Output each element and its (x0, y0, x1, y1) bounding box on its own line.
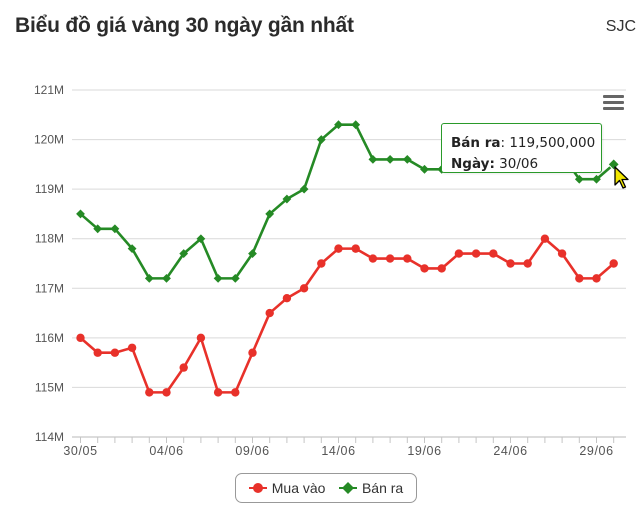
data-point-sell (351, 120, 361, 130)
data-point-sell (299, 184, 309, 194)
data-point-buy (282, 294, 292, 303)
data-point-buy (403, 254, 412, 263)
data-point-buy (127, 343, 137, 352)
data-point-buy (557, 249, 567, 258)
legend-swatch-sell (338, 482, 357, 494)
data-point-buy (523, 259, 532, 268)
x-tick-label: 14/06 (321, 444, 355, 458)
data-tooltip: Bán ra: 119,500,000 Ngày: 30/06 (441, 123, 602, 173)
data-point-sell (574, 174, 584, 184)
grid-lines (72, 89, 626, 388)
x-tick-label: 09/06 (235, 444, 269, 458)
data-point-sell (213, 273, 223, 283)
data-point-sell (248, 249, 257, 258)
x-tick-label: 24/06 (493, 444, 527, 458)
tooltip-label-price: Bán ra (451, 135, 501, 151)
data-point-sell (334, 120, 343, 130)
data-point-sell (110, 224, 120, 234)
data-point-buy (76, 333, 85, 343)
data-point-buy (93, 348, 102, 357)
data-point-buy (540, 234, 550, 243)
series-layer (76, 120, 621, 397)
y-tick-label: 117M (35, 281, 64, 295)
y-tick-label: 115M (35, 380, 64, 394)
data-point-buy (506, 259, 515, 268)
data-point-buy (248, 348, 257, 357)
data-point-buy (334, 244, 343, 253)
data-point-buy (454, 249, 464, 258)
data-point-sell (316, 135, 326, 144)
brand-label: SJC (605, 18, 636, 35)
data-point-buy (317, 259, 326, 268)
data-point-buy (179, 363, 188, 372)
legend-swatch-buy (248, 482, 267, 494)
data-point-buy (196, 333, 206, 343)
data-point-sell (385, 155, 395, 164)
data-point-sell (607, 158, 621, 171)
data-point-buy (575, 274, 584, 283)
data-point-buy (420, 264, 429, 273)
data-point-buy (368, 254, 378, 263)
data-point-buy (351, 244, 360, 253)
x-tick-label: 29/06 (579, 444, 613, 458)
data-point-sell (592, 174, 601, 184)
tooltip-row-date: Ngày: 30/06 (451, 154, 601, 175)
tooltip-value-price: : 119,500,000 (500, 135, 596, 151)
data-point-sell (368, 155, 378, 164)
data-point-buy (471, 249, 481, 258)
data-point-sell (402, 155, 412, 164)
data-point-sell (162, 273, 171, 283)
y-tick-label: 114M (35, 430, 64, 444)
legend-label-sell: Bán ra (361, 480, 404, 496)
data-point-buy (231, 388, 240, 397)
y-tick-label: 116M (35, 331, 64, 345)
data-point-sell (265, 209, 275, 219)
y-axis-labels: 114M 115M 116M 117M 118M 119M 120M 121M (34, 83, 64, 444)
tooltip-label-date: Ngày: (451, 156, 495, 172)
data-point-buy (437, 264, 446, 273)
y-tick-label: 121M (34, 83, 64, 97)
data-point-buy (592, 274, 601, 283)
series-line-buy (79, 237, 615, 394)
legend-label-buy: Mua vào (271, 480, 326, 496)
y-tick-label: 120M (34, 133, 64, 147)
mouse-pointer-icon (614, 166, 629, 189)
data-point-sell (144, 273, 154, 283)
hamburger-menu-icon[interactable] (603, 95, 624, 111)
data-point-sell (420, 164, 429, 174)
chart-legend: Mua vào Bán ra (235, 473, 417, 503)
legend-item-buy[interactable]: Mua vào (248, 480, 326, 496)
x-axis: 30/05 04/06 09/06 14/06 19/06 24/06 29/06 (63, 436, 626, 458)
page-title: Biểu đồ giá vàng 30 ngày gần nhất (15, 14, 354, 37)
y-tick-label: 119M (35, 182, 64, 196)
data-point-sell (196, 234, 206, 244)
data-point-buy (213, 388, 223, 397)
data-point-buy (265, 308, 274, 318)
data-point-sell (76, 209, 85, 219)
tooltip-value-date: 30/06 (494, 156, 539, 172)
data-point-buy (489, 249, 498, 258)
data-point-sell (93, 224, 103, 234)
data-point-sell (127, 244, 137, 254)
data-point-buy (162, 388, 171, 397)
legend-item-sell[interactable]: Bán ra (338, 480, 404, 496)
x-tick-label: 04/06 (149, 444, 183, 458)
y-tick-label: 118M (35, 232, 64, 246)
data-point-buy (609, 259, 618, 268)
data-point-sell (282, 194, 292, 204)
x-tick-label: 30/05 (63, 444, 97, 458)
data-point-sell (230, 273, 240, 283)
data-point-buy (385, 254, 395, 263)
data-point-buy (145, 388, 154, 397)
tooltip-row-price: Bán ra: 119,500,000 (451, 133, 601, 154)
data-point-sell (179, 249, 189, 258)
data-point-buy (299, 284, 309, 293)
x-tick-label: 19/06 (407, 444, 441, 458)
data-point-buy (110, 348, 120, 357)
